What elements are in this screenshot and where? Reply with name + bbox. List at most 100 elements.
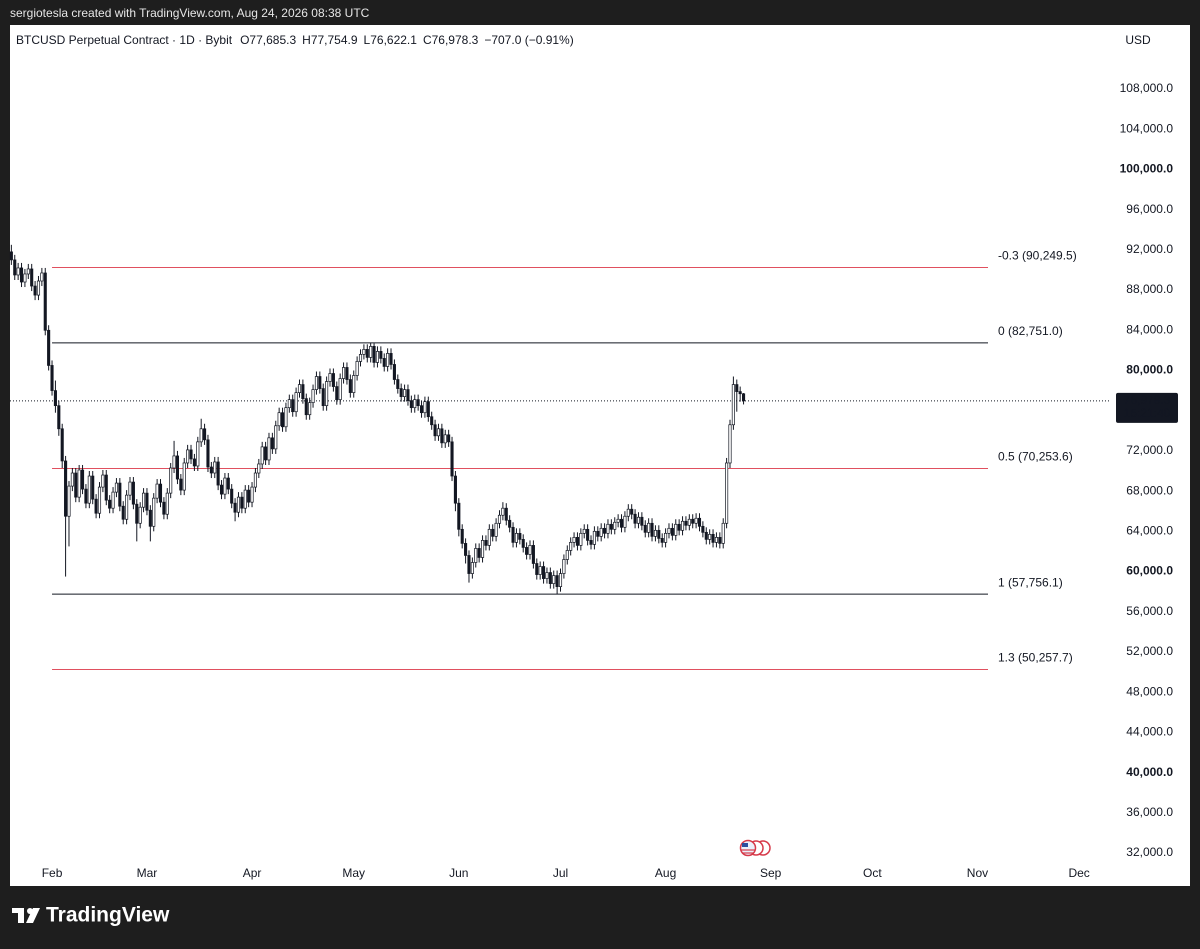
candle-body xyxy=(372,346,376,363)
y-tick-label: 100,000.0 xyxy=(1120,162,1174,176)
candle-body xyxy=(552,575,556,584)
candle-body xyxy=(9,251,13,261)
candle-body xyxy=(406,389,410,401)
candle-body xyxy=(26,268,30,275)
candle-body xyxy=(240,496,244,509)
candle-body xyxy=(443,434,447,444)
candle-body xyxy=(23,273,27,283)
candle-body xyxy=(43,272,47,331)
candle-body xyxy=(57,405,61,430)
y-tick-label: 96,000.0 xyxy=(1126,202,1173,216)
candle-body xyxy=(436,428,441,437)
candle-body xyxy=(535,563,539,575)
candle-body xyxy=(497,514,502,524)
candle-body xyxy=(158,483,163,503)
candle-body xyxy=(369,346,373,358)
candle-body xyxy=(626,508,630,517)
flag-icon xyxy=(739,839,771,857)
candle-body xyxy=(525,547,529,555)
candle-body xyxy=(521,539,525,548)
symbol: BTCUSD Perpetual Contract · 1D · Bybit xyxy=(16,33,233,47)
candle-body xyxy=(91,475,95,500)
candle-body xyxy=(586,528,590,541)
candle-body xyxy=(104,474,108,501)
candle-body xyxy=(358,354,363,362)
candle-body xyxy=(87,475,91,504)
candle-body xyxy=(447,434,451,443)
candle-body xyxy=(135,503,139,524)
candle-body xyxy=(145,492,149,511)
candle-body xyxy=(148,509,152,527)
candle-body xyxy=(50,365,54,391)
candle-body xyxy=(528,545,532,555)
candle-body xyxy=(697,517,702,527)
y-tick-label: 104,000.0 xyxy=(1120,121,1174,135)
y-tick-label: 32,000.0 xyxy=(1126,845,1173,859)
fib-level-label: 1 (57,756.1) xyxy=(998,575,1063,589)
candle-body xyxy=(16,267,20,276)
candle-body xyxy=(603,527,607,534)
x-tick-label: Feb xyxy=(42,866,63,880)
candle-body xyxy=(491,528,495,537)
candle-body xyxy=(630,508,634,515)
candle-body xyxy=(186,449,190,464)
y-tick-label: 108,000.0 xyxy=(1120,81,1174,95)
candle-body xyxy=(545,572,549,579)
candle-body xyxy=(236,496,241,513)
candle-body xyxy=(542,566,546,579)
candle-body xyxy=(70,472,74,487)
candle-body xyxy=(223,477,227,495)
candle-body xyxy=(199,428,203,443)
x-tick-label: Nov xyxy=(967,866,988,880)
x-tick-label: Oct xyxy=(863,866,882,880)
candle-body xyxy=(64,460,68,517)
candle-body xyxy=(657,529,661,539)
candle-body xyxy=(386,353,390,367)
candle-body xyxy=(304,398,308,416)
candle-body xyxy=(643,524,647,533)
candle-body xyxy=(247,489,251,503)
candle-body xyxy=(725,462,729,524)
candle-body xyxy=(484,540,488,546)
candle-body xyxy=(531,545,535,564)
candle-body xyxy=(416,399,420,407)
candle-body xyxy=(226,477,230,490)
candle-body xyxy=(664,532,668,543)
candle-body xyxy=(67,485,71,517)
candle-body xyxy=(74,472,78,498)
candle-body xyxy=(667,527,671,534)
candle-body xyxy=(165,492,169,515)
candle-body xyxy=(487,528,491,546)
candle-body xyxy=(365,349,369,358)
candle-body xyxy=(477,548,481,558)
candle-body xyxy=(280,412,285,428)
candle-body xyxy=(731,384,735,426)
candle-body xyxy=(209,466,213,474)
candle-body xyxy=(674,523,678,536)
candle-body xyxy=(131,481,135,505)
candle-body xyxy=(742,393,746,402)
candle-body xyxy=(335,386,339,400)
candle-body xyxy=(175,455,180,480)
candle-body xyxy=(430,416,434,426)
candle-body xyxy=(213,461,217,474)
y-tick-label: 36,000.0 xyxy=(1126,805,1173,819)
y-tick-label: 72,000.0 xyxy=(1126,443,1173,457)
fib-level-label: -0.3 (90,249.5) xyxy=(998,249,1077,263)
last-price-badge xyxy=(1116,392,1178,423)
candle-body xyxy=(162,501,166,515)
candle-body xyxy=(708,533,712,540)
candle-body xyxy=(101,474,105,488)
quote-value: 77,754.9 xyxy=(311,33,358,47)
candle-body xyxy=(264,446,268,461)
candle-body xyxy=(460,528,464,544)
quote-label: C xyxy=(423,33,432,47)
candle-body xyxy=(196,441,200,467)
candle-body xyxy=(647,522,651,533)
candle-body xyxy=(636,516,641,524)
candle-body xyxy=(216,461,220,486)
candle-body xyxy=(504,507,508,521)
candle-body xyxy=(711,533,715,543)
candle-body xyxy=(555,575,559,587)
candle-body xyxy=(396,379,400,389)
